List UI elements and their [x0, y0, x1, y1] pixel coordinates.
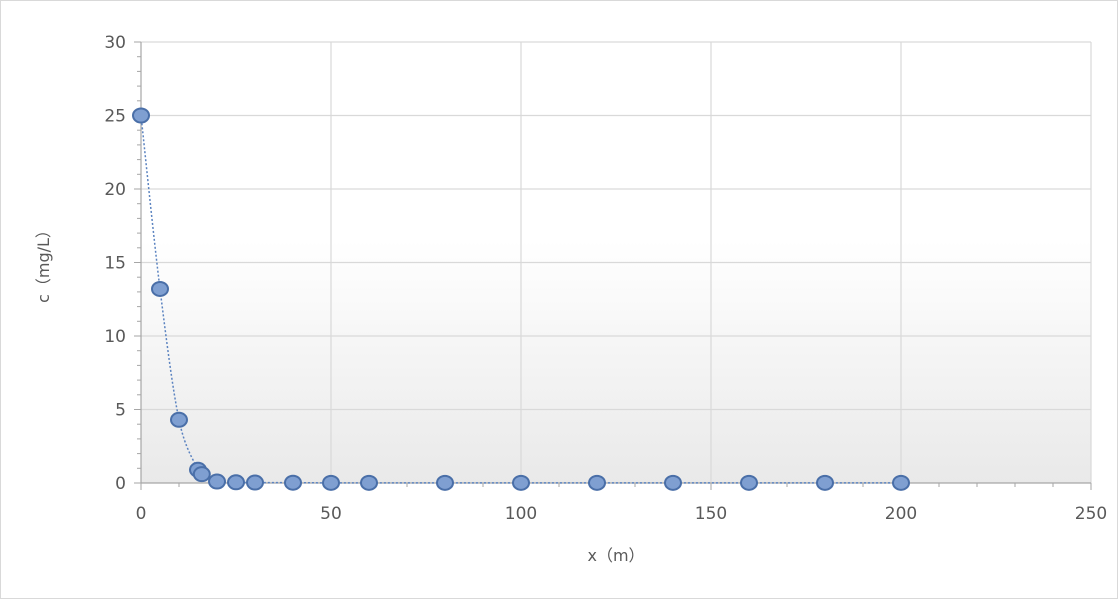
data-point [246, 474, 264, 491]
data-point [816, 474, 834, 491]
y-axis-title: c（mg/L） [34, 222, 53, 303]
x-tick-label: 0 [136, 504, 147, 524]
x-tick-label: 200 [885, 504, 917, 524]
y-tick-label: 20 [104, 180, 126, 200]
data-point [360, 474, 378, 491]
data-point [227, 474, 245, 491]
y-tick-label: 10 [104, 327, 126, 347]
y-tick-labels: 0 5 10 15 20 25 30 [104, 33, 126, 494]
data-point [192, 466, 211, 483]
x-tick-label: 100 [505, 504, 537, 524]
y-tick-label: 5 [115, 401, 126, 421]
data-point [132, 107, 150, 124]
y-tick-label: 15 [104, 254, 126, 274]
y-tick-label: 0 [115, 474, 126, 494]
data-point [740, 474, 758, 491]
data-point [436, 474, 454, 491]
x-tick-labels: 0 50 100 150 200 250 [136, 504, 1108, 524]
data-point [512, 474, 530, 491]
data-point [170, 411, 188, 428]
data-point [151, 280, 169, 297]
data-point [892, 474, 910, 491]
y-tick-label: 25 [104, 107, 126, 127]
data-point [664, 474, 682, 491]
x-tick-label: 150 [695, 504, 727, 524]
data-point [208, 473, 226, 490]
data-points [132, 107, 910, 491]
data-point [322, 474, 340, 491]
x-axis-title: x（m） [587, 546, 644, 565]
x-tick-label: 250 [1075, 504, 1107, 524]
y-tick-label: 30 [104, 33, 126, 53]
data-point [588, 474, 606, 491]
data-point [284, 474, 302, 491]
x-tick-label: 50 [320, 504, 342, 524]
grid-lines [141, 41, 1092, 483]
